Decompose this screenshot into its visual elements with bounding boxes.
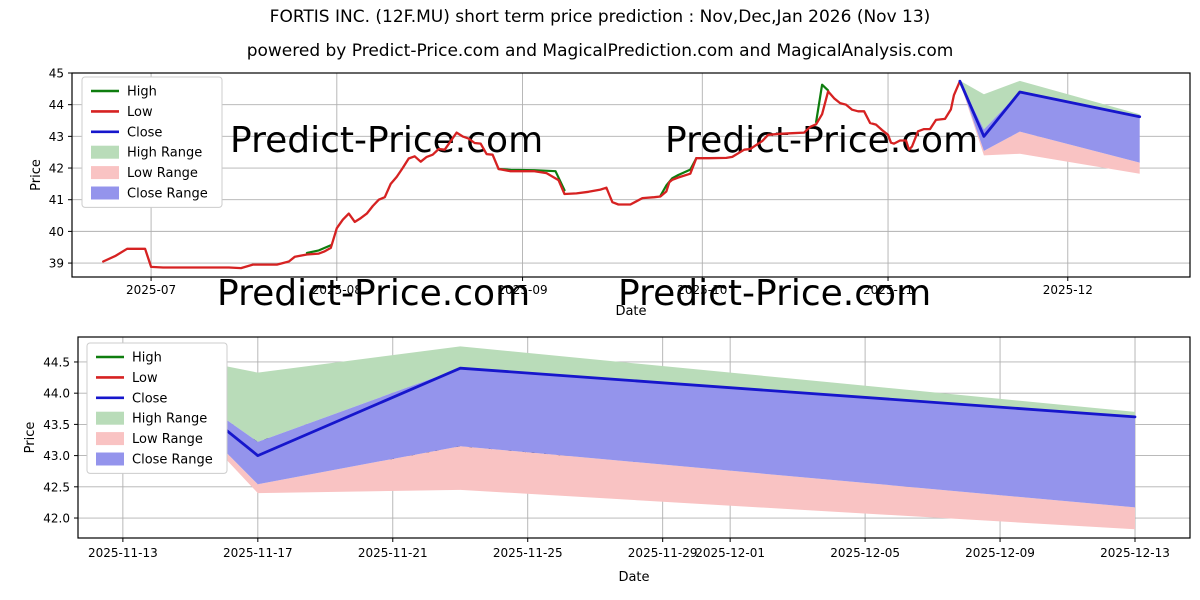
legend-label: Low — [132, 371, 158, 386]
x-tick-label: 2025-11 — [863, 283, 913, 297]
legend-label: Close Range — [127, 187, 208, 202]
x-tick-label: 2025-12-13 — [1100, 546, 1170, 560]
legend: High Low Close High Range Low Range Close Ran… — [81, 76, 223, 208]
axes: 2025-07 2025-08 2025-09 2025-10 2025-11 2025-… — [29, 67, 1093, 320]
low-line — [102, 80, 962, 270]
legend-label: High Range — [132, 412, 207, 427]
watermark: Predict-Price.com — [618, 273, 931, 314]
x-tick-label: 2025-11-21 — [358, 546, 428, 560]
legend-label: Close Range — [132, 453, 213, 468]
watermark: Predict-Price.com — [230, 120, 543, 161]
prediction-zoom-chart: Predict-Price.comPredict-Price.com2025-1… — [23, 336, 1191, 585]
y-tick-label: 39 — [49, 257, 64, 271]
x-tick-label: 2025-08 — [312, 283, 362, 297]
y-tick-label: 41 — [49, 193, 64, 207]
high-line-segment — [815, 83, 830, 124]
legend-swatch-low-range — [91, 166, 119, 180]
x-tick-label: 2025-11-29 — [628, 546, 698, 560]
x-tick-label: 2025-12-05 — [830, 546, 900, 560]
plot-border — [71, 72, 1191, 278]
x-tick-label: 2025-12-01 — [695, 546, 765, 560]
legend-label: Close — [127, 125, 162, 140]
plot-border — [77, 336, 1191, 539]
x-tick-label: 2025-11-13 — [88, 546, 158, 560]
high-line-segment — [659, 157, 698, 197]
price-history-chart: Predict-Price.com Predict-Price.com Predic… — [29, 67, 1191, 320]
y-tick-label: 43.0 — [43, 449, 70, 463]
legend-label: Close — [132, 391, 167, 406]
x-tick-label: 2025-07 — [126, 283, 176, 297]
y-tick-label: 42.0 — [43, 512, 70, 526]
legend-label: Low Range — [127, 166, 198, 181]
chart-title: FORTIS INC. (12F.MU) short term price pr… — [269, 7, 931, 27]
x-tick-label: 2025-12 — [1043, 283, 1093, 297]
legend-swatch-close-range — [91, 186, 119, 200]
watermark: Predict-Price.com — [665, 120, 978, 161]
y-tick-label: 44.5 — [43, 355, 70, 369]
y-tick-label: 45 — [49, 67, 64, 81]
y-axis-label: Price — [29, 159, 44, 191]
low-range-band — [122, 348, 1135, 530]
y-tick-label: 43.5 — [43, 418, 70, 432]
watermark: Predict-Price.com — [217, 273, 530, 314]
legend-label: Low Range — [132, 432, 203, 447]
y-tick-label: 42.5 — [43, 480, 70, 494]
axes: 2025-11-13 2025-11-17 2025-11-21 2025-11-25… — [23, 355, 1170, 585]
legend-swatch-high-range — [91, 145, 119, 159]
x-axis-label: Date — [615, 304, 646, 319]
x-tick-label: 2025-10 — [677, 283, 727, 297]
x-tick-label: 2025-11-25 — [493, 546, 563, 560]
grid — [72, 72, 1190, 277]
legend-swatch-close-range — [96, 452, 124, 466]
y-tick-label: 43 — [49, 130, 64, 144]
x-tick-label: 2025-11-17 — [223, 546, 293, 560]
x-axis-label: Date — [618, 570, 649, 585]
x-tick-label: 2025-09 — [497, 283, 547, 297]
y-tick-label: 44.0 — [43, 387, 70, 401]
high-range-band — [959, 80, 1140, 130]
low-range-band — [959, 81, 1140, 174]
close-range-band — [959, 81, 1140, 163]
chart-subtitle: powered by Predict-Price.com and Magical… — [246, 41, 954, 61]
close-prediction-line — [958, 79, 1142, 138]
legend-swatch-low-range — [96, 432, 124, 446]
high-line-segment — [305, 244, 332, 254]
y-axis-label: Price — [23, 422, 38, 454]
legend-label: High — [127, 85, 157, 100]
y-tick-label: 44 — [49, 98, 64, 112]
x-tick-label: 2025-12-09 — [965, 546, 1035, 560]
high-range-band — [122, 345, 1135, 442]
legend-label: High Range — [127, 146, 202, 161]
legend-label: Low — [127, 105, 153, 120]
close-range-band — [122, 347, 1135, 508]
legend: High Low Close High Range Low Range Close Ran… — [86, 342, 228, 474]
y-tick-label: 40 — [49, 225, 64, 239]
legend-swatch-high-range — [96, 411, 124, 425]
y-tick-label: 42 — [49, 162, 64, 176]
legend-label: High — [132, 351, 162, 366]
